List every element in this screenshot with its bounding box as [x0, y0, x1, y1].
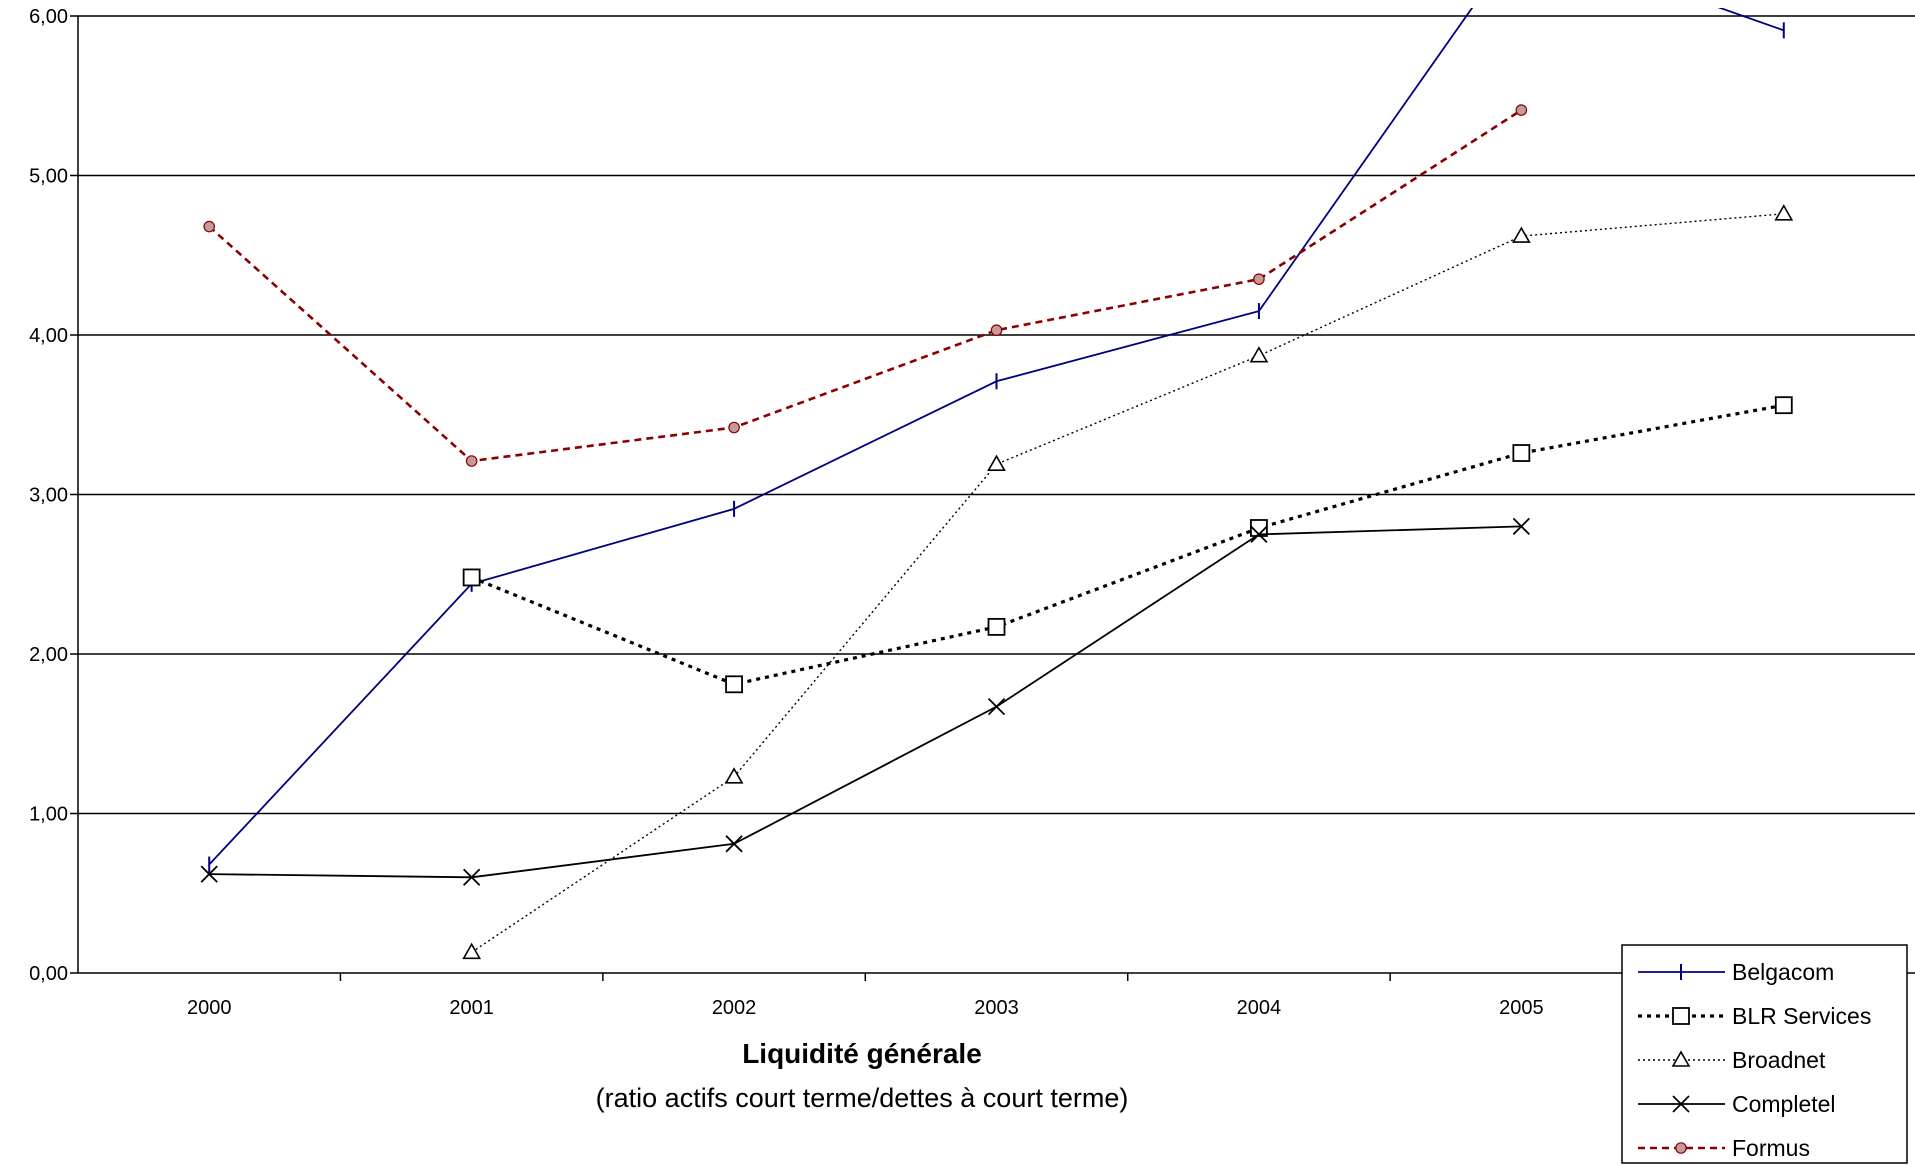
- marker-square: [725, 675, 743, 694]
- marker-triangle: [1671, 1050, 1691, 1067]
- marker-x: [1250, 525, 1268, 544]
- y-tick-label: 2,00: [29, 644, 68, 666]
- marker-triangle: [1774, 204, 1794, 221]
- series-formus: [203, 104, 1528, 467]
- marker-square: [1512, 444, 1531, 462]
- legend: Belgacom BLR Services Broadnet Completel For…: [1621, 944, 1908, 1164]
- y-tick-label: 0,00: [29, 963, 68, 985]
- marker-circle: [1253, 273, 1265, 285]
- x-tick-label: 2003: [974, 997, 1019, 1019]
- legend-label: Completel: [1732, 1091, 1836, 1117]
- legend-label: Formus: [1732, 1135, 1810, 1161]
- series: [200, 8, 1794, 960]
- x-tick-label: 2005: [1499, 997, 1544, 1019]
- series-line: [471, 403, 1785, 686]
- chart-subtitle: (ratio actifs court terme/dettes à court…: [596, 1083, 1129, 1113]
- legend-box: [1621, 944, 1908, 1164]
- y-tick-label: 1,00: [29, 804, 68, 826]
- legend-label: Broadnet: [1732, 1047, 1826, 1073]
- marker-square: [1774, 396, 1793, 415]
- marker-circle: [990, 324, 1003, 337]
- legend-item-formus: Formus: [1638, 1135, 1810, 1161]
- legend-item-completel: Completel: [1638, 1091, 1836, 1117]
- marker-square: [1672, 1007, 1690, 1025]
- legend-label: BLR Services: [1732, 1003, 1871, 1029]
- marker-triangle: [462, 942, 482, 960]
- marker-x: [1512, 517, 1530, 536]
- marker-triangle: [1511, 226, 1531, 243]
- legend-item-broadnet: Broadnet: [1638, 1047, 1826, 1073]
- legend-label: Belgacom: [1732, 959, 1834, 985]
- y-tick-label: 4,00: [29, 325, 68, 347]
- marker-circle: [1675, 1142, 1687, 1154]
- legend-item-blr-services: BLR Services: [1638, 1003, 1871, 1029]
- marker-triangle: [987, 454, 1006, 471]
- x-tick-label: 2001: [449, 997, 494, 1019]
- series-broadnet: [462, 204, 1794, 960]
- x-tick-label: 2002: [712, 997, 757, 1019]
- axes: 0,00 1,00 2,00 3,00 4,00 5,00 6,00 2000 2001 2002…: [29, 6, 1915, 1019]
- y-tick-label: 3,00: [29, 485, 68, 507]
- legend-item-belgacom: Belgacom: [1638, 959, 1834, 985]
- x-tick-label: 2004: [1237, 997, 1282, 1019]
- marker-triangle: [724, 767, 744, 784]
- marker-square: [462, 568, 481, 587]
- marker-x: [463, 868, 481, 886]
- y-tick-label: 5,00: [29, 166, 68, 188]
- series-line: [209, 525, 1522, 879]
- series-line: [208, 109, 1523, 463]
- marker-triangle: [1249, 346, 1269, 363]
- grid: [78, 15, 1915, 815]
- marker-x: [1672, 1095, 1690, 1113]
- series-blr-services: [462, 396, 1793, 694]
- chart-title: Liquidité générale: [742, 1038, 982, 1069]
- marker-square: [987, 617, 1006, 636]
- marker-circle: [728, 421, 740, 434]
- marker-circle: [203, 220, 216, 233]
- marker-x: [987, 697, 1006, 716]
- series-line: [208, 8, 1785, 866]
- y-tick-label: 6,00: [29, 6, 68, 28]
- series-completel: [200, 517, 1530, 886]
- marker-x: [200, 865, 218, 883]
- x-tick-label: 2000: [187, 997, 232, 1019]
- marker-x: [725, 835, 743, 853]
- series-line: [471, 213, 1784, 953]
- marker-circle: [1515, 104, 1528, 116]
- marker-circle: [465, 455, 478, 467]
- marker-square: [1250, 519, 1268, 537]
